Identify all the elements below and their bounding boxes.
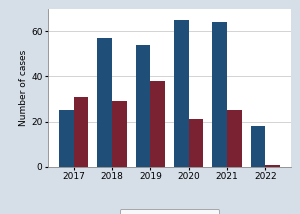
Bar — [74, 97, 88, 167]
Bar — [189, 119, 203, 167]
Bar — [150, 81, 165, 167]
Bar — [98, 38, 112, 167]
Bar — [251, 126, 266, 167]
Bar — [59, 110, 74, 167]
Bar — [227, 110, 242, 167]
Y-axis label: Number of cases: Number of cases — [19, 50, 28, 126]
Bar — [212, 22, 227, 167]
Bar — [136, 45, 150, 167]
Bar — [174, 20, 189, 167]
Bar — [266, 165, 280, 167]
Legend: No, Yes: No, Yes — [119, 209, 220, 214]
Bar — [112, 101, 127, 167]
